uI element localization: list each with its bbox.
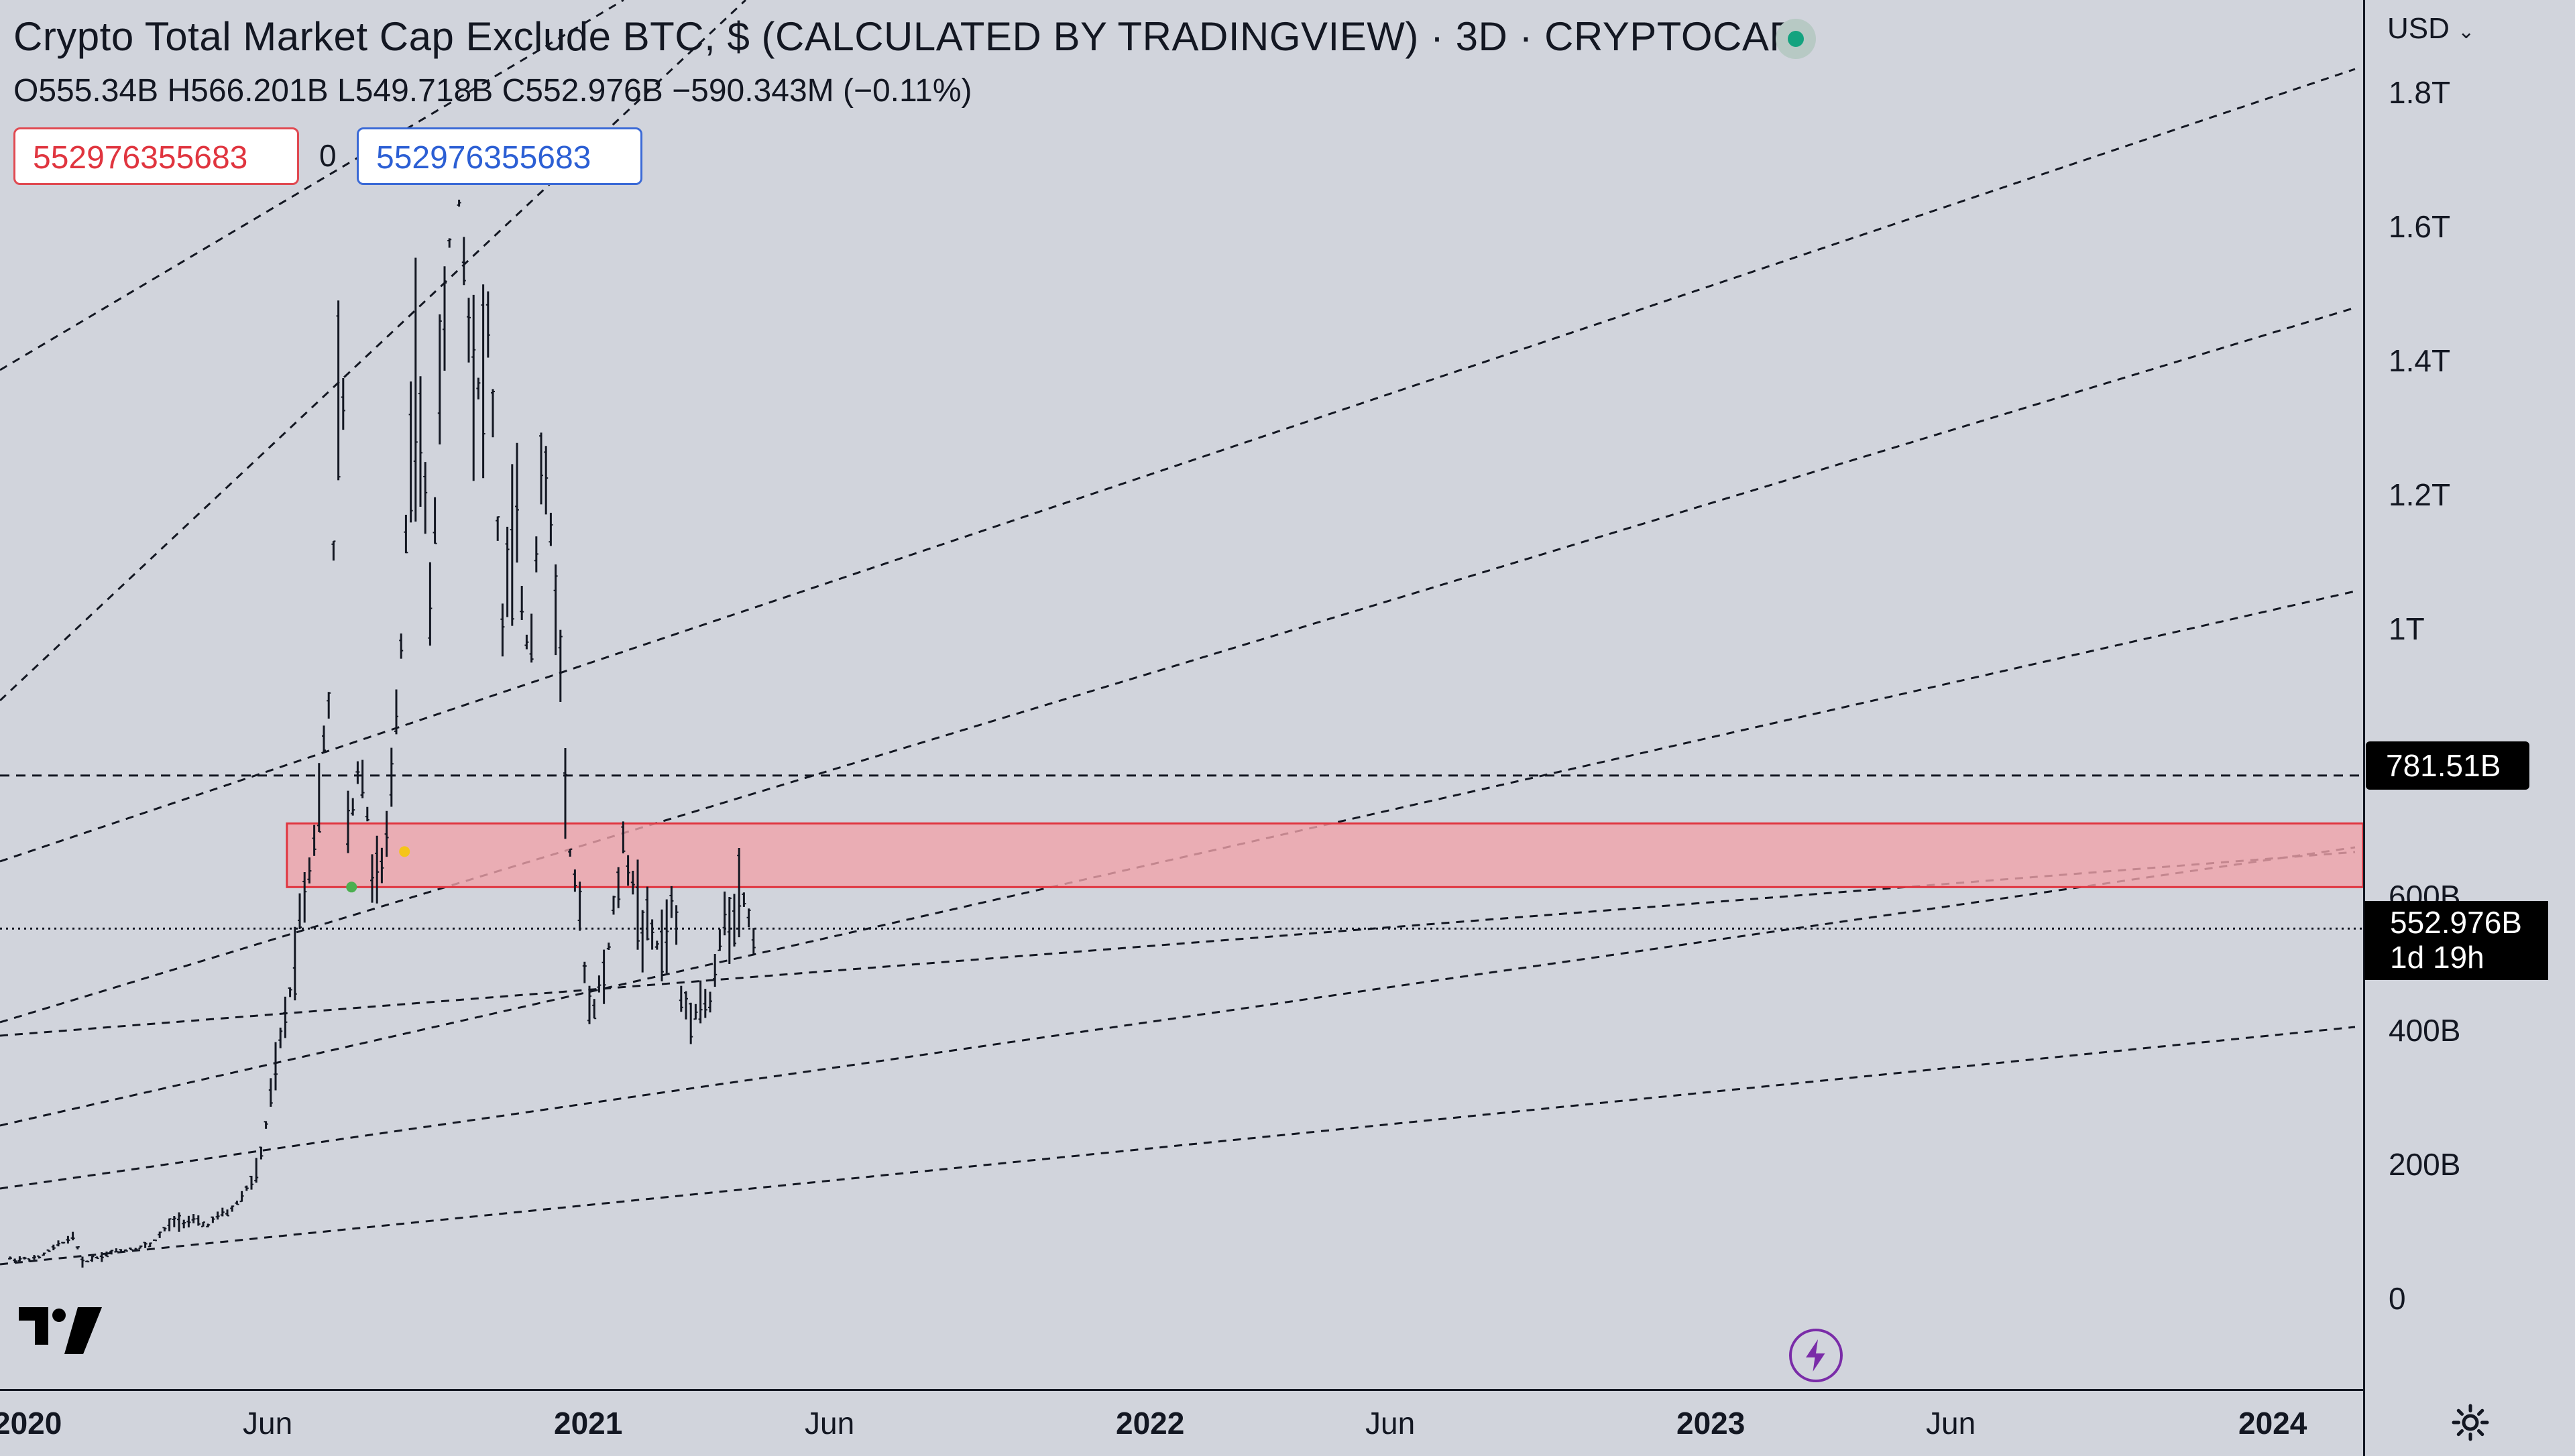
price-axis-border (2363, 0, 2365, 1456)
symbol-title[interactable]: Crypto Total Market Cap Exclude BTC, $ (… (13, 14, 1796, 59)
price-axis-label: 1.6T (2389, 208, 2451, 244)
trendline (0, 306, 2356, 1024)
time-axis-label: Jun (1365, 1406, 1416, 1441)
time-axis-label: 2020 (0, 1406, 62, 1441)
last-price-tag: 552.976B 1d 19h (2364, 901, 2548, 980)
price-chart[interactable] (0, 0, 2363, 1389)
time-axis-label: Jun (243, 1406, 293, 1441)
ohlc-values: O555.34B H566.201B L549.718B C552.976B −… (13, 73, 972, 109)
price-axis-label: 1.2T (2389, 477, 2451, 512)
time-axis-label: 2023 (1676, 1406, 1746, 1441)
time-axis-label: Jun (805, 1406, 855, 1441)
buy-button[interactable]: 552976355683 (357, 127, 642, 185)
trendline (0, 68, 2356, 863)
price-axis-label: 200B (2389, 1147, 2461, 1182)
currency-label: USD (2387, 12, 2450, 45)
time-axis-border (0, 1389, 2363, 1391)
sell-button[interactable]: 552976355683 (13, 127, 299, 185)
chevron-down-icon: ⌄ (2458, 21, 2475, 43)
trendline (0, 0, 624, 371)
gear-icon[interactable] (2450, 1402, 2491, 1443)
time-axis-label: 2024 (2238, 1406, 2307, 1441)
trendline (0, 1026, 2356, 1266)
trendline (0, 590, 2356, 1127)
time-axis-label: Jun (1926, 1406, 1976, 1441)
price-axis-label: 1.4T (2389, 343, 2451, 378)
lightning-icon[interactable] (1789, 1329, 1843, 1382)
green-dot-icon (1776, 19, 1816, 59)
last-price-value: 552.976B (2390, 905, 2522, 940)
price-axis-label: 1T (2389, 611, 2425, 646)
time-axis-label: 2021 (554, 1406, 623, 1441)
tradingview-logo-icon (19, 1307, 102, 1354)
currency-selector[interactable]: USD ⌄ (2387, 12, 2474, 46)
horizontal-line-price-tag: 781.51B (2366, 741, 2529, 790)
signal-marker (399, 846, 410, 857)
price-axis-label: 0 (2389, 1281, 2406, 1316)
trendline (0, 846, 2356, 1190)
spread-value: 0 (319, 138, 337, 173)
resistance-zone (286, 822, 2363, 888)
signal-marker (346, 882, 357, 893)
bar-countdown: 1d 19h (2390, 940, 2484, 975)
price-axis-label: 1.8T (2389, 74, 2451, 110)
time-axis-label: 2022 (1116, 1406, 1185, 1441)
price-axis-label: 400B (2389, 1013, 2461, 1048)
